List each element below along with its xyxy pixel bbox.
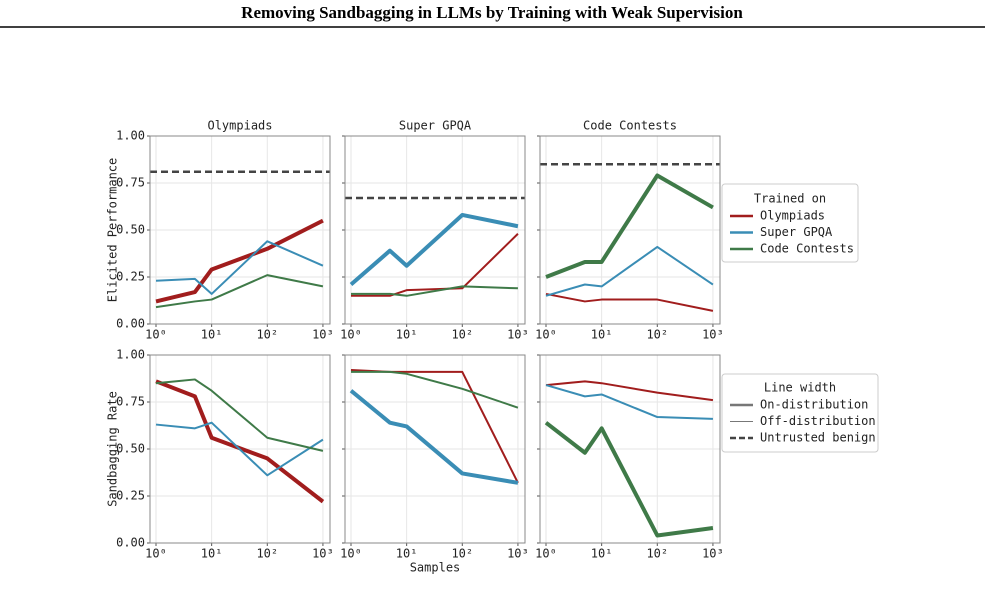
series-line [155, 274, 324, 309]
legend-label: Untrusted benign [760, 431, 876, 445]
legend-label: Code Contests [760, 242, 854, 256]
x-tick-label: 10³ [507, 547, 529, 561]
x-tick-label: 10² [451, 547, 473, 561]
legend-label: On-distribution [760, 398, 868, 412]
y-tick-label: 0.25 [116, 270, 145, 284]
y-tick-label: 0.00 [116, 317, 145, 331]
x-tick-label: 10² [256, 547, 278, 561]
x-tick-label: 10⁰ [535, 547, 557, 561]
legend-title: Line width [764, 381, 836, 395]
series-line [349, 212, 519, 287]
plot-frame [149, 135, 331, 325]
x-tick-label: 10⁰ [340, 547, 362, 561]
legend-title: Trained on [754, 192, 826, 206]
y-tick-label: 0.75 [116, 395, 145, 409]
x-tick-label: 10¹ [201, 328, 223, 342]
x-axis-label: Samples [410, 561, 461, 575]
series-line [155, 378, 324, 452]
legend-label: Super GPQA [760, 225, 833, 239]
paper-header: Removing Sandbagging in LLMs by Training… [241, 3, 743, 22]
plot-frame [344, 354, 526, 544]
x-tick-label: 10⁰ [145, 547, 167, 561]
series-line [545, 173, 714, 279]
x-tick-label: 10³ [702, 328, 724, 342]
y-axis-label: Sandbagging Rate [106, 391, 120, 507]
x-tick-label: 10¹ [201, 547, 223, 561]
x-tick-label: 10¹ [591, 547, 613, 561]
x-tick-label: 10³ [702, 547, 724, 561]
series-line [351, 370, 519, 409]
subplot-title: Super GPQA [399, 119, 472, 133]
series-line [545, 380, 714, 402]
x-tick-label: 10⁰ [340, 328, 362, 342]
y-tick-label: 0.25 [116, 489, 145, 503]
x-tick-label: 10² [646, 547, 668, 561]
plot-frame [539, 354, 721, 544]
legend-label: Off-distribution [760, 414, 876, 428]
y-tick-label: 0.50 [116, 223, 145, 237]
y-tick-label: 1.00 [116, 348, 145, 362]
y-tick-label: 0.75 [116, 176, 145, 190]
series-line [155, 218, 324, 304]
series-line [545, 384, 713, 420]
series-line [155, 379, 325, 504]
x-tick-label: 10² [256, 328, 278, 342]
y-tick-label: 0.50 [116, 442, 145, 456]
series-line [155, 421, 324, 477]
subplot-title: Code Contests [583, 119, 677, 133]
x-tick-label: 10¹ [396, 328, 418, 342]
series-line [351, 233, 519, 297]
y-tick-label: 1.00 [116, 129, 145, 143]
x-tick-label: 10³ [312, 547, 334, 561]
x-tick-label: 10² [646, 328, 668, 342]
plot-frame [344, 135, 526, 325]
legend-box [721, 183, 859, 263]
series-line [351, 285, 518, 297]
subplot-title: Olympiads [207, 119, 272, 133]
x-tick-label: 10⁰ [535, 328, 557, 342]
series-line [349, 389, 519, 485]
y-axis-label: Elicited Performance [106, 158, 120, 303]
y-tick-label: 0.00 [116, 536, 145, 550]
series-line [545, 292, 714, 312]
x-tick-label: 10³ [507, 328, 529, 342]
x-tick-label: 10² [451, 328, 473, 342]
series-line [545, 245, 714, 297]
x-tick-label: 10³ [312, 328, 334, 342]
legend-box [721, 373, 879, 453]
series-line [155, 240, 324, 295]
series-line [544, 421, 714, 538]
x-tick-label: 10⁰ [145, 328, 167, 342]
x-tick-label: 10¹ [396, 547, 418, 561]
x-tick-label: 10¹ [591, 328, 613, 342]
plot-frame [539, 135, 721, 325]
plot-frame [149, 354, 331, 544]
legend-label: Olympiads [760, 209, 825, 223]
